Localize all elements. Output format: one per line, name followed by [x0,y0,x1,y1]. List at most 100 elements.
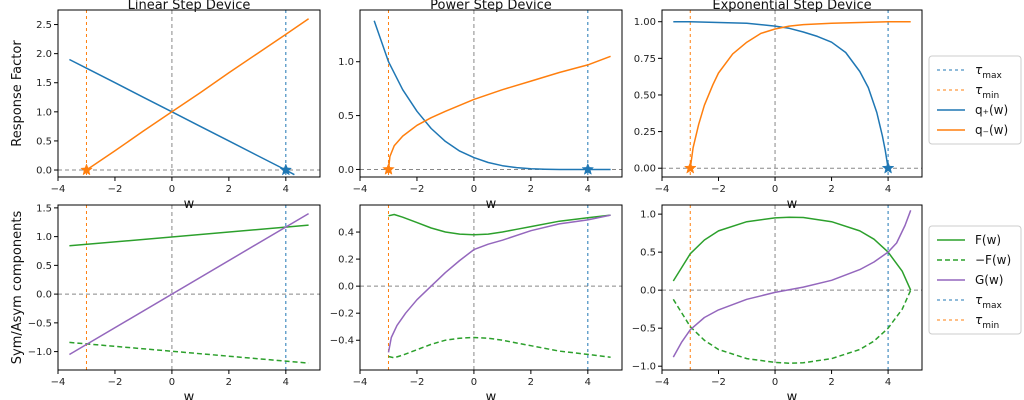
legend-label-sub: max [982,71,1002,81]
x-tick-label: 0 [471,377,477,388]
y-tick-label: −1.0 [28,347,52,358]
x-tick-label: 4 [283,184,289,195]
legend-frame [928,225,1022,335]
star-marker-2 [581,162,595,175]
y-tick-label: −0.5 [632,324,656,335]
x-tick-label: −4 [51,184,66,195]
y-tick-label: −1.0 [632,362,656,373]
x-tick-label: 4 [885,184,891,195]
y-tick-label: 0.5 [640,248,656,259]
series-line-1 [69,224,309,247]
series-line-1 [672,216,912,291]
x-tick-label: −2 [410,377,425,388]
legend-label: q₊(w) [975,103,1008,117]
x-tick-label: 4 [585,377,591,388]
series-line-2 [388,336,611,359]
x-tick-label: 2 [226,377,232,388]
plot-area [662,10,922,177]
subplot-6: −4 −2 0 2 4 −1.0 −0.5 0.0 0.5 1.0 w [632,204,923,400]
legend-label-main: τ [975,83,983,97]
plot-area [360,205,622,370]
plot-area [662,205,922,370]
x-tick-label: 2 [828,377,834,388]
y-tick-label: 1.0 [338,57,354,68]
y-tick-label: 0.5 [36,136,52,147]
legend-label: τmax [975,293,1003,311]
legend-label-main: F(w) [975,233,1001,247]
series-line-1 [388,213,611,236]
y-tick-label: 0.5 [36,261,52,272]
subplot-title: Power Step Device [430,0,552,13]
y-tick-label: 0.0 [640,286,656,297]
x-axis-label: w [486,390,497,400]
axes-frame [57,204,321,371]
y-tick-label: 2.0 [36,49,52,60]
y-tick-label: 0.50 [634,90,656,101]
axes-frame [359,9,623,178]
x-tick-label: 4 [885,377,891,388]
subplot-title: Exponential Step Device [712,0,871,13]
y-tick-label: 0.0 [36,290,52,301]
x-tick-label: 4 [585,184,591,195]
y-tick-label: 0.4 [338,228,354,239]
y-tick-label: −0.5 [28,318,52,329]
x-tick-label: −4 [353,377,368,388]
series-line-2 [689,20,911,169]
y-tick-label: 1.0 [36,107,52,118]
y-tick-label: 0.00 [634,164,656,175]
axes-frame [661,204,923,371]
legend-label: G(w) [975,273,1003,287]
x-tick-label: 0 [169,184,175,195]
y-tick-label: 0.0 [338,165,354,176]
x-tick-label: 2 [226,184,232,195]
x-tick-label: −2 [711,184,726,195]
y-tick-label: 2.5 [36,20,52,31]
y-tick-label: 0.5 [338,111,354,122]
subplot-3: −4 −2 0 2 40.000.250.500.751.00wExponential … [634,0,923,212]
y-tick-label: 1.00 [634,17,656,28]
series-line-2 [387,55,611,170]
x-axis-label: w [184,390,195,400]
legend-label: F(w) [975,233,1001,247]
x-tick-label: −2 [410,184,425,195]
x-axis-label: w [787,390,798,400]
x-tick-label: 0 [471,184,477,195]
series-line-2 [86,18,310,171]
x-tick-label: −2 [108,184,123,195]
subplot-4: −4 −2 0 2 4 −1.0 −0.5 0.0 0.5 1.0 1.5 w Sym/Asym com… [10,203,321,400]
legend-label-main: G(w) [975,273,1003,287]
x-tick-label: −2 [108,377,123,388]
y-tick-label: −0.2 [330,309,354,320]
y-tick-label: 0.2 [338,255,354,266]
legend-label: τmin [975,313,999,331]
legend-frame [928,55,1022,145]
y-tick-label: 0.0 [338,282,354,293]
x-tick-label: 0 [169,377,175,388]
x-tick-label: 2 [828,184,834,195]
axes-frame [359,204,623,371]
series-line-1 [69,58,295,176]
legend-label: q₋(w) [975,123,1008,137]
legend-label: τmax [975,63,1003,81]
x-tick-label: −4 [353,184,368,195]
x-tick-label: 2 [528,377,534,388]
star-marker-1 [683,161,697,174]
series-line-1 [373,20,611,171]
subplot-title: Linear Step Device [128,0,251,13]
series-line-1 [673,20,889,169]
y-tick-label: 0.0 [36,166,52,177]
series-line-3 [672,210,912,358]
legend-label-main: τ [975,313,983,327]
legend-label-main: −F(w) [975,253,1011,267]
x-tick-label: 2 [528,184,534,195]
axes-frame [57,9,321,178]
legend-label: −F(w) [975,253,1011,267]
x-tick-label: −4 [655,184,670,195]
legend-label-main: τ [975,293,983,307]
series-line-3 [69,212,309,356]
subplot-5: −4 −2 0 2 4 −0.4 −0.2 0.0 0.2 0.4 w [330,204,623,400]
y-tick-label: 0.25 [634,127,656,138]
